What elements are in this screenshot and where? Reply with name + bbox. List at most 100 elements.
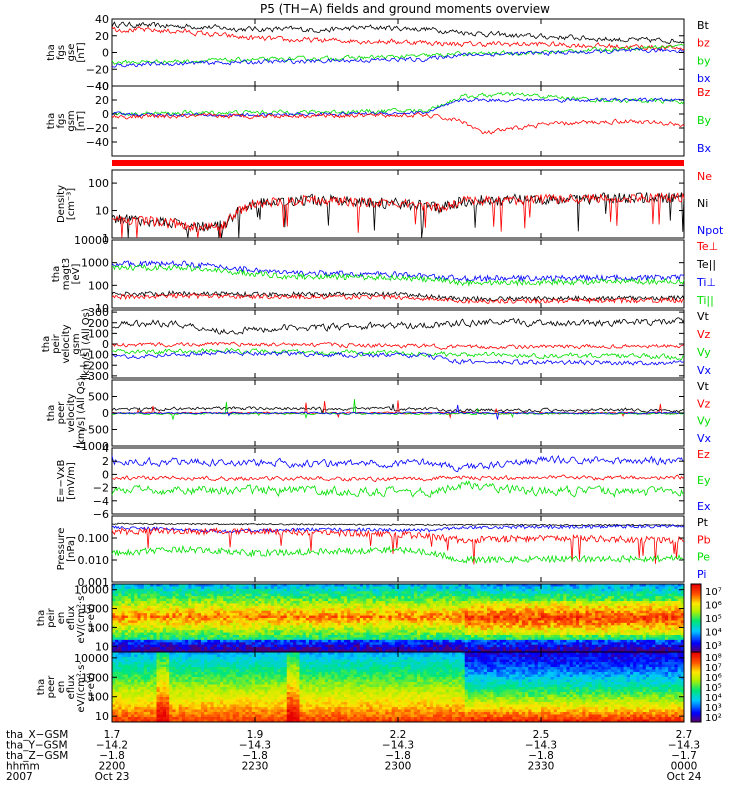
series-density-0 — [111, 192, 685, 238]
colorbar-tick: 10⁶ — [705, 673, 722, 684]
legend-peir-velocity-3: Vx — [697, 364, 712, 377]
ylabel-line: tha — [46, 405, 57, 421]
ylabel-line: [mV/m] — [66, 462, 77, 500]
spectrogram-cells — [112, 652, 685, 723]
legend-efield-1: Ey — [697, 474, 711, 487]
legend-fgs-gsm-0: Bz — [697, 86, 711, 99]
colorbar-tick: 10⁵ — [705, 683, 722, 694]
series-density-1 — [111, 191, 685, 238]
ytick-label: 0 — [102, 407, 109, 420]
ytick-label: 20 — [95, 94, 109, 107]
xlabel-row: tha_Z−GSM — [6, 750, 68, 762]
ylabel-line: velocity — [66, 393, 77, 432]
xtick-value: −14.3 — [525, 740, 557, 752]
xtick-value: 2300 — [385, 761, 412, 773]
ytick-label: 0.010 — [78, 554, 110, 567]
series-temperature-2 — [111, 290, 685, 303]
legend-density-0: Ne — [697, 170, 712, 183]
ylabel-line: tha — [41, 336, 52, 352]
ytick-label: −1000 — [72, 440, 109, 453]
ylabel-line: peir — [46, 607, 57, 627]
legend-peer-velocity-1: Vz — [697, 397, 711, 410]
panel-mode-bar — [112, 160, 684, 166]
ylabel-line: [cm⁻³] — [66, 188, 77, 220]
ylabel-line: gse — [66, 44, 77, 62]
ylabel-density: Density [cm⁻³] — [56, 185, 77, 223]
ytick-label: 0 — [102, 338, 109, 351]
colorbar-frame — [690, 651, 702, 723]
xlabel-row: tha_Y−GSM — [6, 740, 68, 752]
legend-temperature-0: Te⊥ — [696, 240, 718, 253]
legend-fgs-gsm-2: Bx — [697, 142, 712, 155]
xtick-value: −1.8 — [99, 750, 125, 762]
ytick-label: 500 — [88, 391, 109, 404]
ylabel-line: [nPa] — [66, 536, 77, 562]
ylabel-line: tha — [51, 266, 62, 282]
ylabel-line: eflux — [66, 606, 77, 631]
colorbar-tick: 10⁶ — [705, 600, 722, 611]
xtick-value: −1.8 — [528, 750, 554, 762]
ytick-label: 1 — [102, 232, 109, 245]
ylabel-pressure: Pressure [nPa] — [56, 528, 77, 571]
xtick-value: −14.3 — [382, 740, 414, 752]
legend-peer-velocity-2: Vy — [697, 415, 711, 428]
ylabel-line: [eV] — [71, 264, 82, 285]
ytick-label: 0.001 — [78, 576, 110, 589]
xtick-value: 2.5 — [533, 729, 550, 741]
series-fgs-gse-3 — [111, 47, 685, 68]
ylabel-line: tha — [36, 679, 47, 695]
xtick-value: 0000 — [671, 761, 698, 773]
xtick-value: 2.7 — [676, 729, 693, 741]
ylabel-line: sr·eV) — [86, 603, 97, 632]
ytick-label: −40 — [86, 80, 109, 93]
ytick-label: 100 — [88, 279, 109, 292]
panel-fgs-gse: 40 20 0 −20 −40 tha fgs gse [nT] Bt bz by bx — [46, 13, 711, 93]
ylabel-line: gsm — [66, 110, 77, 131]
panel-temperature: 10000 1000 100 10 tha magt3 [eV] Te⊥ Te|| Ti⊥ Ti|| — [51, 234, 718, 315]
ytick-label: 10000 — [74, 234, 109, 247]
time-axis-labels: tha_X−GSMtha_Y−GSMtha_Z−GSMhhmm20071.7−1… — [6, 729, 702, 783]
series-peir-velocity-0 — [112, 317, 685, 335]
ytick-label: −20 — [86, 63, 109, 76]
ylabel-line: [nT] — [76, 111, 87, 131]
legend-peer-velocity-3: Vx — [697, 432, 712, 445]
ytick-label: −500 — [79, 424, 109, 437]
ytick-label: 100 — [88, 327, 109, 340]
colorbar-tick: 10³ — [705, 703, 722, 714]
ytick-label: −2 — [93, 482, 109, 495]
ytick-label: −300 — [79, 370, 109, 383]
legend-efield-0: Ez — [697, 448, 710, 461]
xtick-value: −1.8 — [385, 750, 411, 762]
legend-pressure-1: Pb — [697, 533, 711, 546]
ylabel-line: sr·eV) — [86, 672, 97, 701]
legend-fgs-gse-2: by — [697, 54, 711, 67]
panel-frame — [111, 309, 685, 379]
series-pressure-2 — [111, 527, 685, 565]
ylabel-peir-eflux: tha peir en eflux eV/(cm²·s· sr·eV) — [36, 592, 97, 643]
legend-efield-2: Ex — [697, 500, 711, 513]
series-pressure-1 — [111, 523, 685, 534]
xlabel-row: tha_X−GSM — [6, 729, 68, 741]
legend-peer-velocity-0: Vt — [697, 380, 710, 393]
ylabel-line: en — [56, 612, 67, 625]
xtick-value: 2200 — [99, 761, 126, 773]
legend-peir-velocity-1: Vz — [697, 328, 711, 341]
ylabel-line: peir — [51, 333, 62, 353]
ylabel-line: velocity — [61, 324, 72, 363]
xtick-value: −1.8 — [242, 750, 268, 762]
ytick-label: −200 — [79, 359, 109, 372]
xtick-value: −14.2 — [96, 740, 128, 752]
ylabel-line: en — [56, 681, 67, 694]
xtick-value: −14.3 — [668, 740, 700, 752]
panel-frame — [111, 85, 685, 157]
panel-frame — [111, 515, 685, 583]
legend-fgs-gse-0: Bt — [697, 19, 710, 32]
ytick-label: 300 — [88, 306, 109, 319]
series-peir-velocity-2 — [111, 347, 685, 361]
